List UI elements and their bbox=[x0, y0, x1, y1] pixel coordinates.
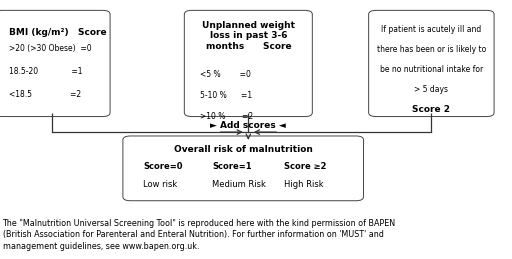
Text: Overall risk of malnutrition: Overall risk of malnutrition bbox=[174, 145, 313, 154]
Text: High Risk: High Risk bbox=[284, 180, 324, 189]
Text: Unplanned weight
loss in past 3-6
months      Score: Unplanned weight loss in past 3-6 months… bbox=[202, 21, 295, 51]
Text: <18.5                =2: <18.5 =2 bbox=[9, 90, 81, 99]
Text: Medium Risk: Medium Risk bbox=[212, 180, 266, 189]
FancyBboxPatch shape bbox=[0, 10, 110, 117]
Text: Score ≥2: Score ≥2 bbox=[284, 162, 327, 171]
Text: Score=0: Score=0 bbox=[143, 162, 183, 171]
Text: BMI (kg/m²)   Score: BMI (kg/m²) Score bbox=[9, 28, 106, 38]
FancyBboxPatch shape bbox=[123, 136, 364, 201]
Text: ► Add scores ◄: ► Add scores ◄ bbox=[210, 121, 286, 130]
Text: there has been or is likely to: there has been or is likely to bbox=[377, 45, 486, 54]
Text: 18.5-20              =1: 18.5-20 =1 bbox=[9, 67, 82, 76]
FancyBboxPatch shape bbox=[369, 10, 494, 117]
Text: Low risk: Low risk bbox=[143, 180, 178, 189]
Text: >20 (>30 Obese)  =0: >20 (>30 Obese) =0 bbox=[9, 44, 91, 53]
Text: 5-10 %      =1: 5-10 % =1 bbox=[200, 91, 252, 100]
Text: Score=1: Score=1 bbox=[212, 162, 252, 171]
Text: be no nutritional intake for: be no nutritional intake for bbox=[380, 65, 483, 74]
Text: Score 2: Score 2 bbox=[412, 105, 451, 114]
Text: >10 %       =2: >10 % =2 bbox=[200, 112, 253, 121]
FancyBboxPatch shape bbox=[184, 10, 312, 117]
Text: If patient is acutely ill and: If patient is acutely ill and bbox=[381, 25, 481, 34]
Text: The "Malnutrition Universal Screening Tool" is reproduced here with the kind per: The "Malnutrition Universal Screening To… bbox=[3, 219, 396, 251]
Text: <5 %        =0: <5 % =0 bbox=[200, 70, 250, 79]
Text: > 5 days: > 5 days bbox=[414, 85, 449, 94]
